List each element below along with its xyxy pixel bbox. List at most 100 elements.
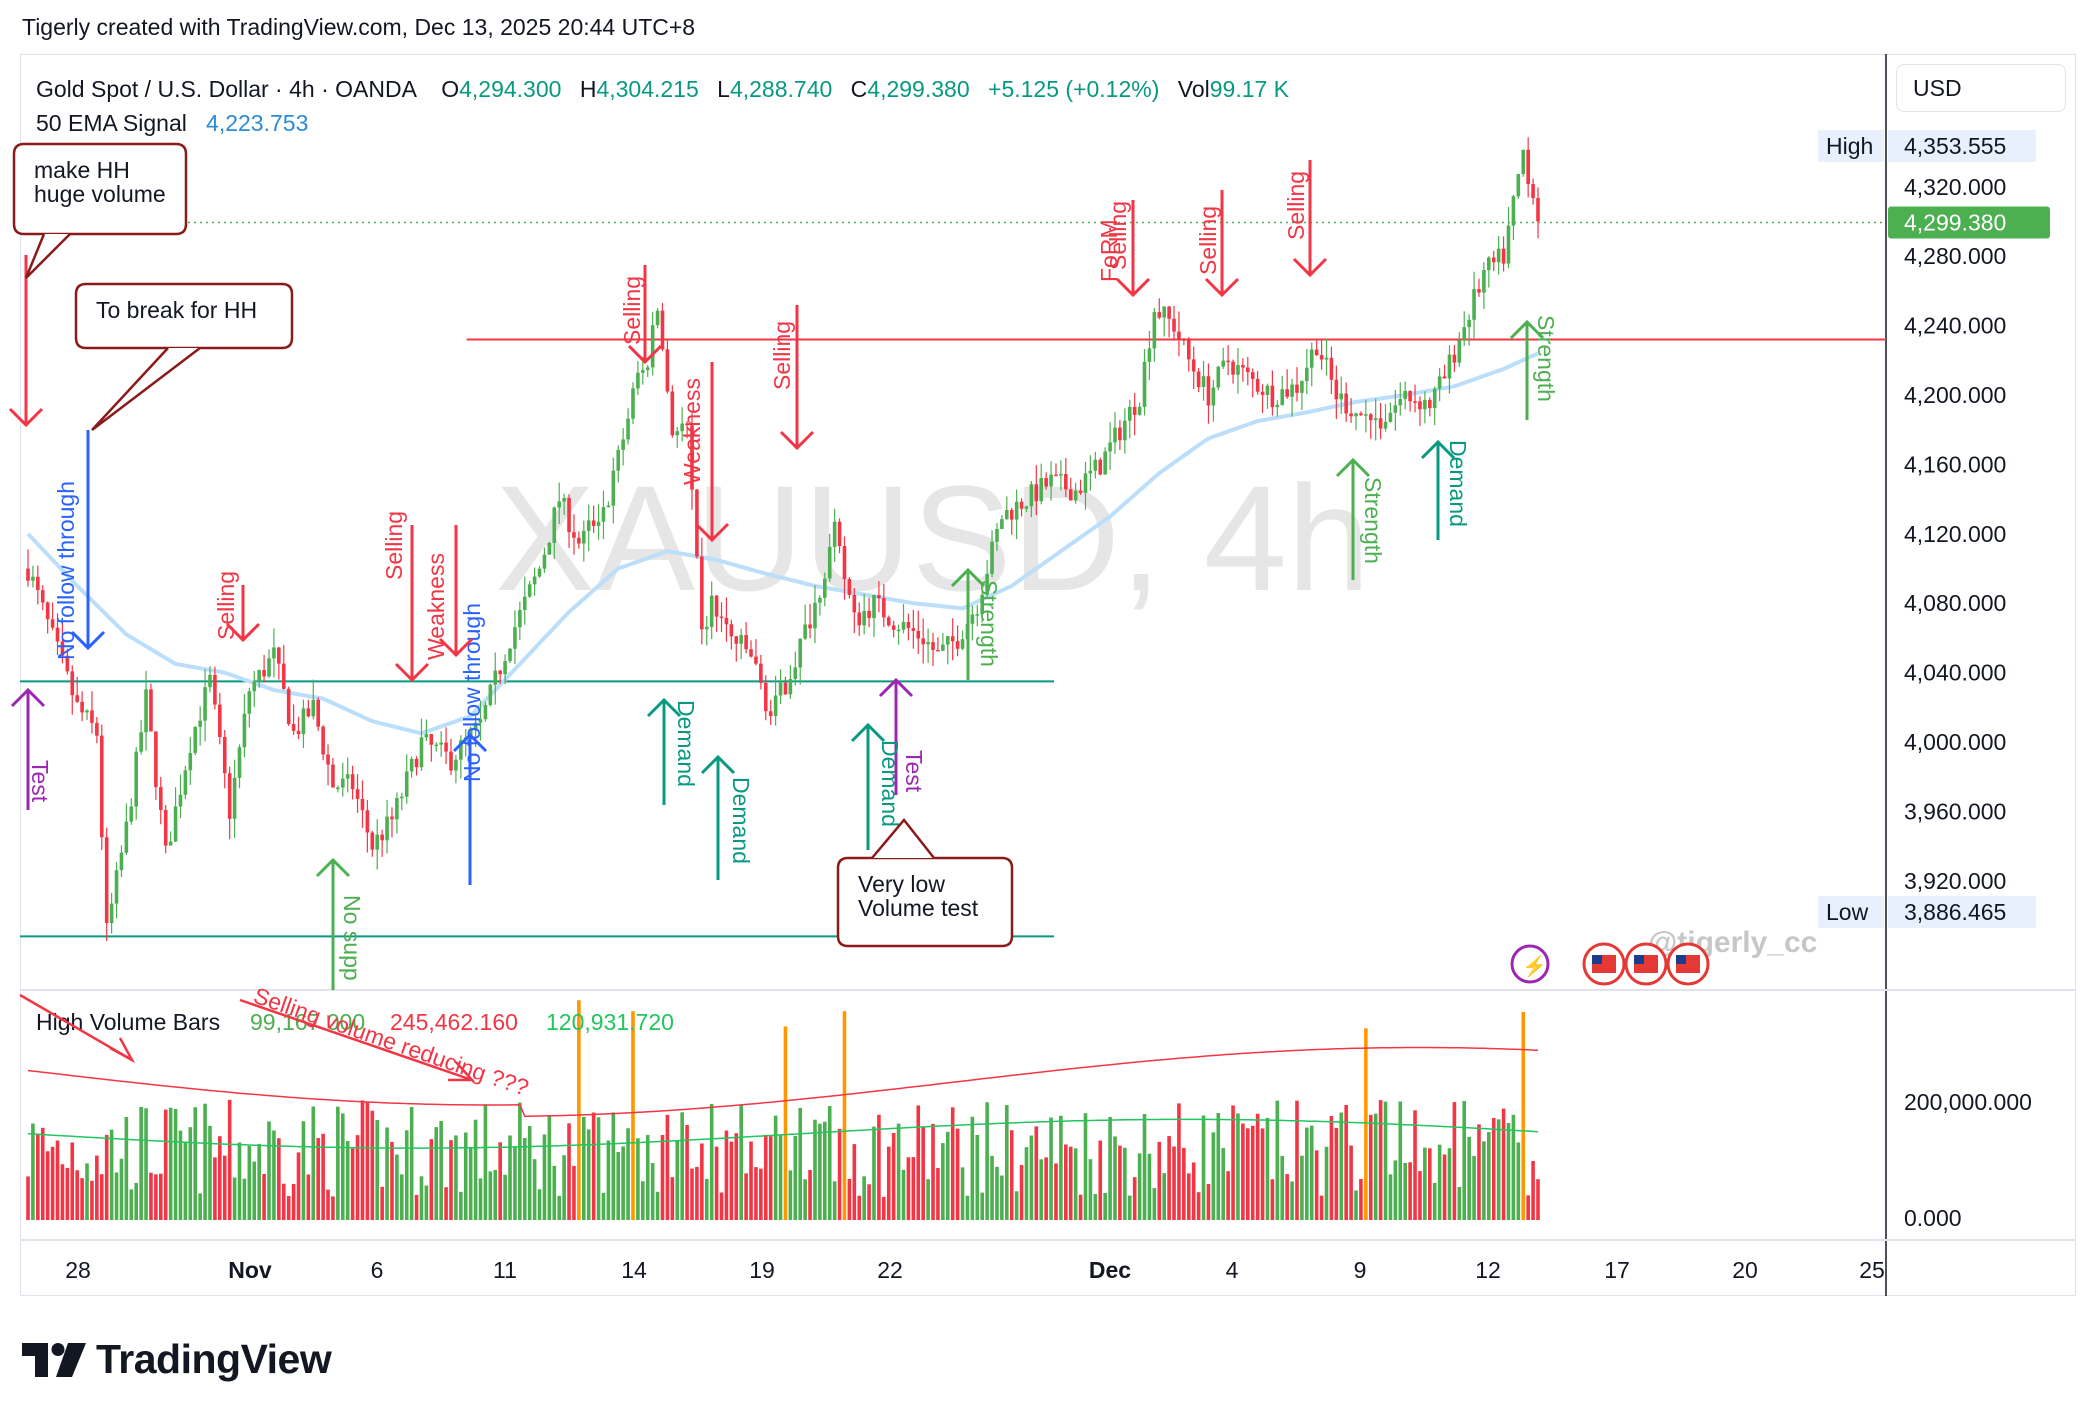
volume-bar bbox=[104, 1134, 109, 1220]
candle-body bbox=[1127, 406, 1132, 421]
demand-3-arrow-head bbox=[850, 722, 886, 743]
candle-body bbox=[149, 689, 153, 732]
volume-bar bbox=[159, 1173, 163, 1220]
volume-bar bbox=[990, 1155, 994, 1220]
test-2-arrow-head bbox=[878, 677, 914, 698]
vol-value: 99.17 K bbox=[1209, 76, 1290, 102]
lightning-icon[interactable] bbox=[1510, 944, 1550, 984]
candle-body bbox=[616, 449, 621, 471]
volume-bar bbox=[409, 1106, 414, 1220]
volume-bar bbox=[547, 1115, 552, 1220]
candle-body bbox=[749, 649, 753, 657]
volume-bar bbox=[70, 1142, 75, 1220]
callout-break-hh-text: To break for HH bbox=[96, 297, 257, 323]
volume-bar bbox=[891, 1133, 896, 1220]
vol-label: Vol bbox=[1177, 76, 1210, 102]
candle-body bbox=[680, 423, 684, 432]
volume-bar bbox=[203, 1103, 207, 1220]
candle-body bbox=[1324, 357, 1329, 360]
volume-bar bbox=[400, 1174, 404, 1220]
volume-bar bbox=[1324, 1146, 1329, 1220]
volume-bar bbox=[1147, 1153, 1152, 1220]
volume-bar bbox=[1467, 1136, 1471, 1220]
volume-bar bbox=[518, 1102, 522, 1220]
candle-body bbox=[129, 806, 134, 822]
volume-bar bbox=[40, 1127, 45, 1220]
volume-bar bbox=[754, 1167, 758, 1220]
volume-bar bbox=[837, 1128, 842, 1220]
candle-body bbox=[503, 661, 507, 675]
volume-bar bbox=[1216, 1112, 1221, 1220]
volume-bar bbox=[567, 1123, 571, 1220]
volume-bar bbox=[31, 1123, 35, 1220]
volume-legend-v2: 245,462.160 bbox=[390, 1009, 518, 1035]
candle-body bbox=[1196, 371, 1201, 388]
volume-bar bbox=[955, 1128, 960, 1220]
candle-body bbox=[252, 681, 257, 692]
candle-body bbox=[1137, 406, 1142, 415]
candle-body bbox=[941, 644, 945, 651]
chart-credit: Tigerly created with TradingView.com, De… bbox=[22, 14, 696, 40]
candle-body bbox=[208, 674, 212, 688]
candle-body bbox=[296, 730, 301, 735]
price-tick-label: 4,280.000 bbox=[1904, 243, 2006, 269]
volume-bar bbox=[995, 1166, 999, 1220]
volume-bar bbox=[916, 1105, 921, 1220]
candle-body bbox=[606, 505, 611, 508]
volume-bar bbox=[645, 1135, 650, 1220]
candle-body bbox=[527, 584, 532, 597]
candle-body bbox=[247, 691, 252, 714]
volume-bar bbox=[1073, 1148, 1078, 1220]
volume-bar bbox=[149, 1172, 153, 1220]
volume-bar bbox=[1536, 1179, 1540, 1220]
candle-body bbox=[1373, 418, 1378, 421]
candle-body bbox=[1103, 451, 1107, 475]
low-label: Low bbox=[1826, 899, 1869, 925]
volume-bar bbox=[1004, 1105, 1009, 1220]
candle-body bbox=[1162, 306, 1166, 318]
volume-bar bbox=[109, 1129, 114, 1220]
volume-bar bbox=[960, 1167, 965, 1220]
candle-body bbox=[631, 388, 635, 419]
candle-body bbox=[286, 688, 291, 725]
ema-50-line bbox=[26, 351, 1539, 736]
candle-body bbox=[1427, 399, 1432, 409]
candle-body bbox=[198, 720, 202, 727]
candle-body bbox=[163, 809, 168, 846]
candle-body bbox=[1457, 340, 1462, 363]
candle-body bbox=[281, 663, 286, 689]
volume-bar bbox=[1398, 1101, 1403, 1220]
selling-2-label: Selling bbox=[381, 511, 407, 580]
volume-tick-label: 200,000.000 bbox=[1904, 1089, 2032, 1115]
volume-bar bbox=[1127, 1195, 1132, 1220]
candle-body bbox=[178, 794, 183, 807]
currency-selector[interactable]: USD bbox=[1896, 64, 2066, 112]
candle-body bbox=[119, 852, 124, 871]
low-label: L bbox=[717, 76, 730, 102]
price-tick-label: 3,920.000 bbox=[1904, 868, 2006, 894]
candle-body bbox=[1270, 385, 1275, 408]
candle-body bbox=[1516, 174, 1521, 197]
volume-bar bbox=[404, 1130, 409, 1220]
symbol-title[interactable]: Gold Spot / U.S. Dollar · 4h · OANDA bbox=[36, 76, 416, 102]
candle-body bbox=[1452, 354, 1457, 363]
volume-bar bbox=[808, 1169, 812, 1220]
candle-body bbox=[218, 704, 222, 737]
volume-bar bbox=[286, 1196, 291, 1220]
candle-body bbox=[488, 684, 493, 705]
candle-body bbox=[267, 658, 271, 677]
volume-bar bbox=[99, 1174, 104, 1220]
no-supply-arrow-head bbox=[315, 857, 351, 878]
volume-bar bbox=[218, 1136, 222, 1220]
last-price-badge bbox=[1888, 206, 2050, 239]
price-tick-label: 4,080.000 bbox=[1904, 590, 2006, 616]
ema-name[interactable]: 50 EMA Signal bbox=[36, 110, 187, 136]
candle-body bbox=[542, 554, 547, 569]
candle-body bbox=[1295, 384, 1299, 393]
candle-body bbox=[340, 778, 345, 788]
candle-body bbox=[193, 726, 198, 753]
volume-bar bbox=[75, 1170, 79, 1220]
volume-bar bbox=[281, 1183, 286, 1220]
candle-body bbox=[1265, 385, 1270, 395]
